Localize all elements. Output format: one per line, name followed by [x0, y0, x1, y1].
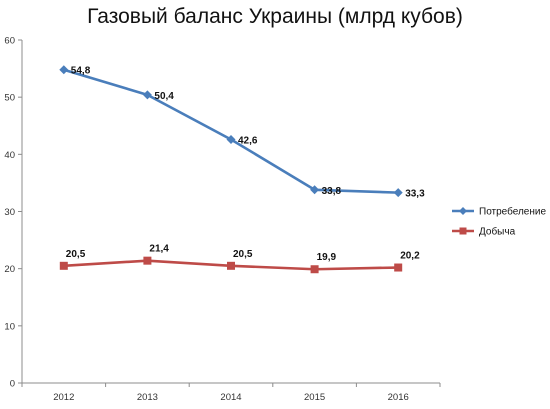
y-tick-label: 10 [4, 321, 15, 332]
data-label: 54,8 [71, 66, 91, 77]
data-point [142, 90, 152, 100]
data-point [227, 261, 235, 270]
x-tick-label: 2013 [137, 392, 158, 403]
data-point [310, 185, 320, 195]
y-tick-label: 50 [4, 93, 15, 104]
data-point [226, 134, 236, 144]
series-line [62, 68, 400, 194]
data-label: 20,5 [233, 249, 253, 260]
x-tick-label: 2012 [53, 392, 74, 403]
y-tick-label: 20 [4, 264, 15, 275]
data-point [393, 188, 403, 198]
data-point [59, 65, 69, 75]
data-label: 50,4 [154, 91, 174, 102]
data-label: 33,3 [405, 189, 425, 200]
data-label: 20,2 [400, 251, 420, 262]
data-label: 33,8 [322, 186, 342, 197]
legend-item-1: Потребеление [452, 206, 546, 218]
legend-marker [459, 207, 467, 215]
legend-label: Потребеление [479, 206, 546, 218]
y-tick-label: 40 [4, 150, 15, 161]
legend: Потребеление Добыча [452, 206, 546, 238]
data-point [394, 263, 403, 272]
x-tick-label: 2014 [220, 392, 241, 403]
legend-marker [459, 227, 467, 235]
legend-label: Добыча [479, 226, 516, 238]
data-label: 20,5 [66, 249, 86, 260]
x-tick-label: 2015 [304, 392, 325, 403]
data-point [59, 261, 68, 270]
data-point [310, 265, 319, 274]
data-label: 42,6 [238, 135, 258, 146]
chart-title: Газовый баланс Украины (млрд кубов) [87, 5, 463, 28]
y-tick-label: 0 [10, 379, 15, 390]
y-tick-label: 60 [4, 36, 15, 47]
data-label: 19,9 [317, 252, 337, 263]
y-tick-label: 30 [4, 207, 15, 218]
data-point [143, 256, 152, 265]
legend-item-2: Добыча [452, 226, 516, 238]
series-2: 20,5 21,4 20,5 19,9 20,2 [59, 244, 420, 274]
data-label: 21,4 [149, 244, 169, 255]
plot-area: 0 10 20 30 40 50 60 2012 2013 2014 2015 2016 54,8 50,… [4, 36, 441, 403]
series-1: 54,8 50,4 42,6 33,8 33,3 [59, 65, 425, 200]
x-tick-label: 2016 [388, 392, 409, 403]
